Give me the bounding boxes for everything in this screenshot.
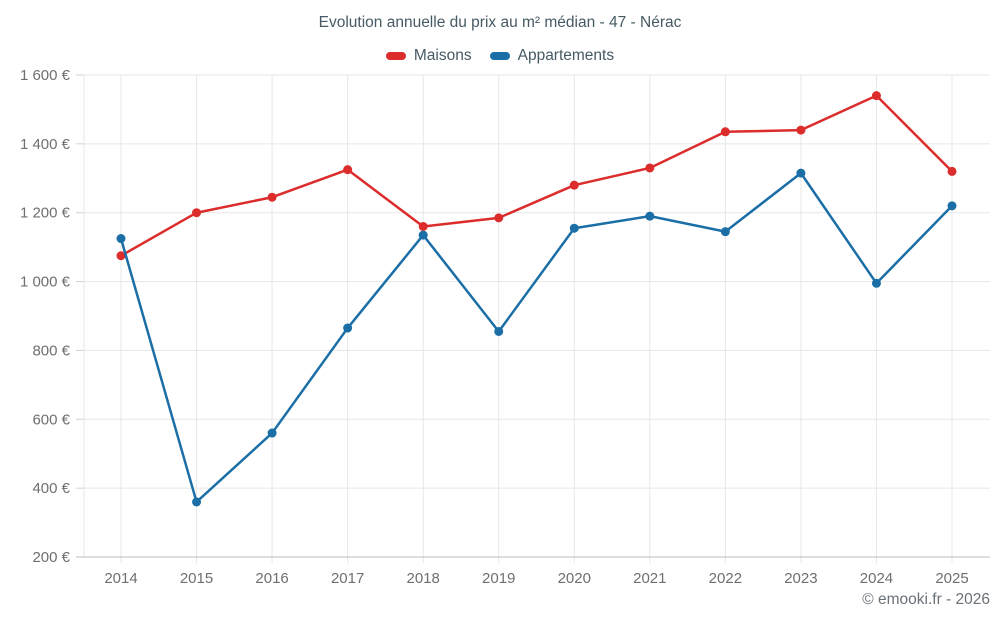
point-maisons-2015[interactable] (192, 208, 202, 218)
point-maisons-2021[interactable] (645, 163, 655, 173)
x-tick-label: 2015 (180, 570, 213, 587)
chart-title: Evolution annuelle du prix au m² médian … (318, 14, 682, 31)
y-tick-label: 400 € (32, 480, 70, 497)
point-appartements-2015[interactable] (192, 497, 202, 507)
y-axis-labels: 200 € 400 € 600 € 800 € 1 000 € 1 200 € 1 400 … (20, 67, 71, 566)
point-maisons-2022[interactable] (720, 127, 730, 137)
y-tick-label: 1 600 € (20, 67, 71, 84)
point-appartements-2018[interactable] (418, 230, 428, 240)
point-maisons-2025[interactable] (947, 166, 957, 176)
x-tick-label: 2017 (331, 570, 364, 587)
y-tick-label: 1 000 € (20, 274, 71, 291)
legend-label-maisons: Maisons (413, 47, 472, 64)
chart-legend: Maisons Appartements (0, 47, 1000, 65)
point-maisons-2014[interactable] (116, 251, 126, 261)
x-tick-label: 2022 (709, 570, 742, 587)
point-appartements-2021[interactable] (645, 211, 655, 221)
x-tick-label: 2018 (406, 570, 439, 587)
x-tick-label: 2019 (482, 570, 515, 587)
point-appartements-2020[interactable] (569, 223, 579, 233)
maisons-series-swatch-icon (385, 52, 406, 60)
x-tick-label: 2014 (104, 570, 137, 587)
point-appartements-2024[interactable] (871, 278, 881, 288)
point-maisons-2016[interactable] (267, 192, 277, 202)
point-appartements-2017[interactable] (343, 323, 353, 333)
x-tick-label: 2025 (935, 570, 968, 587)
y-tick-label: 1 400 € (20, 136, 71, 153)
y-tick-label: 1 200 € (20, 205, 71, 222)
point-appartements-2014[interactable] (116, 234, 126, 244)
appartements-series-swatch-icon (489, 52, 510, 60)
point-maisons-2019[interactable] (494, 213, 504, 223)
point-maisons-2023[interactable] (796, 125, 806, 135)
point-maisons-2024[interactable] (871, 91, 881, 101)
point-appartements-2023[interactable] (796, 168, 806, 178)
x-gridlines (83, 75, 953, 563)
series-line-maisons (119, 94, 954, 257)
point-appartements-2022[interactable] (720, 227, 730, 237)
y-tick-label: 600 € (32, 411, 70, 428)
point-appartements-2025[interactable] (947, 201, 957, 211)
x-tick-label: 2024 (860, 570, 893, 587)
point-maisons-2018[interactable] (418, 221, 428, 231)
point-appartements-2016[interactable] (267, 428, 277, 438)
legend-item-appartements[interactable]: Appartements (489, 47, 615, 65)
series-maisons (116, 91, 957, 261)
point-appartements-2019[interactable] (494, 326, 504, 336)
series-line-appartements (119, 171, 954, 504)
y-tick-label: 800 € (32, 342, 70, 359)
x-axis-labels: 2014 2015 2016 2017 2018 2019 2020 2021 2022 2023… (104, 570, 968, 587)
attribution-text: © emooki.fr - 2026 (862, 591, 990, 608)
series-appartements (116, 168, 957, 507)
point-maisons-2017[interactable] (343, 165, 353, 175)
point-maisons-2020[interactable] (569, 180, 579, 190)
x-tick-label: 2016 (255, 570, 288, 587)
y-tick-label: 200 € (32, 549, 70, 566)
legend-label-appartements: Appartements (517, 47, 615, 64)
legend-item-maisons[interactable]: Maisons (385, 47, 472, 65)
y-gridlines (76, 74, 990, 558)
x-tick-label: 2023 (784, 570, 817, 587)
x-tick-label: 2021 (633, 570, 666, 587)
x-tick-label: 2020 (558, 570, 591, 587)
